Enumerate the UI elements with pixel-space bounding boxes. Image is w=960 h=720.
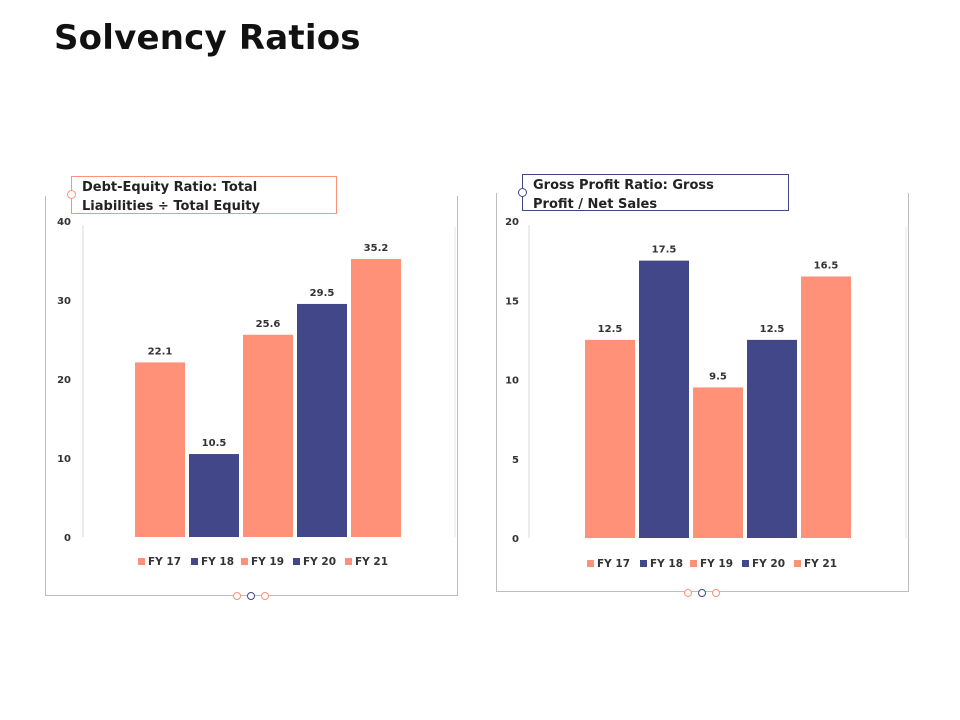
pager-dot-icon[interactable] xyxy=(712,589,720,597)
data-label: 12.5 xyxy=(598,324,623,335)
legend-swatch xyxy=(191,558,198,565)
bar-fy-21 xyxy=(801,276,851,538)
bar-fy-21 xyxy=(351,258,401,537)
pager-dots[interactable] xyxy=(233,592,269,600)
chart-caption-box: Gross Profit Ratio: Gross Profit / Net S… xyxy=(522,174,789,212)
legend-swatch xyxy=(690,560,697,567)
page-title: Solvency Ratios xyxy=(54,18,361,58)
y-tick-label: 40 xyxy=(57,217,71,228)
gross-profit-bar-chart: 0 5 10 15 20 12.5 17.5 9.5 12.5 16.5 FY 17 FY 18 FY … xyxy=(505,217,907,570)
legend-label: FY 17 xyxy=(148,556,181,568)
legend-swatch xyxy=(345,558,352,565)
chart-caption-box: Debt-Equity Ratio: Total Liabilities ÷ T… xyxy=(71,176,337,214)
y-tick-label: 30 xyxy=(57,296,71,307)
pager-dot-icon[interactable] xyxy=(684,589,692,597)
caption-circle-icon xyxy=(67,190,76,199)
chart-title-line-2: Profit / Net Sales xyxy=(533,197,658,212)
legend-swatch xyxy=(241,558,248,565)
legend-label: FY 20 xyxy=(303,556,336,568)
legend-item: FY 18 xyxy=(640,558,683,570)
pager-dot-icon[interactable] xyxy=(698,589,706,597)
legend-swatch xyxy=(293,558,300,565)
legend-label: FY 19 xyxy=(251,556,284,568)
bar-fy-19 xyxy=(693,387,743,538)
legend-label: FY 17 xyxy=(597,558,630,570)
bar-fy-20 xyxy=(747,339,797,538)
data-label: 22.1 xyxy=(148,346,173,357)
y-tick-label: 0 xyxy=(512,534,519,545)
bar-fy-20 xyxy=(297,303,347,537)
data-label: 12.5 xyxy=(760,324,785,335)
legend-swatch xyxy=(794,560,801,567)
legend-swatch xyxy=(742,560,749,567)
y-tick-label: 10 xyxy=(505,376,519,387)
legend-label: FY 18 xyxy=(201,556,234,568)
y-tick-label: 20 xyxy=(505,217,519,228)
bar-fy-17 xyxy=(585,339,635,538)
data-label: 9.5 xyxy=(709,371,727,382)
legend-item: FY 17 xyxy=(138,556,181,568)
legend-item: FY 18 xyxy=(191,556,234,568)
chart-title-line-1: Gross Profit Ratio: Gross xyxy=(533,178,714,193)
pager-dot-icon[interactable] xyxy=(261,592,269,600)
bar-fy-18 xyxy=(189,454,239,537)
bar-fy-17 xyxy=(135,362,185,537)
data-label: 29.5 xyxy=(310,288,335,299)
y-tick-label: 5 xyxy=(512,455,519,466)
legend-label: FY 20 xyxy=(752,558,785,570)
chart-title-line-2: Liabilities ÷ Total Equity xyxy=(82,199,260,214)
legend-swatch xyxy=(587,560,594,567)
legend-item: FY 19 xyxy=(690,558,733,570)
pager-dot-icon[interactable] xyxy=(247,592,255,600)
chart-title-line-1: Debt-Equity Ratio: Total xyxy=(82,180,258,195)
legend-item: FY 21 xyxy=(345,556,388,568)
legend-item: FY 21 xyxy=(794,558,837,570)
data-label: 10.5 xyxy=(202,438,227,449)
legend-swatch xyxy=(640,560,647,567)
data-label: 35.2 xyxy=(364,243,389,254)
y-tick-label: 10 xyxy=(57,454,71,465)
data-label: 17.5 xyxy=(652,245,677,256)
y-tick-label: 15 xyxy=(505,296,519,307)
bar-fy-19 xyxy=(243,334,293,537)
legend-label: FY 21 xyxy=(355,556,388,568)
legend-label: FY 21 xyxy=(804,558,837,570)
legend-item: FY 20 xyxy=(742,558,785,570)
legend-item: FY 17 xyxy=(587,558,630,570)
legend-item: FY 20 xyxy=(293,556,336,568)
pager-dots[interactable] xyxy=(684,589,720,597)
legend-label: FY 19 xyxy=(700,558,733,570)
caption-circle-icon xyxy=(518,188,527,197)
pager-dot-icon[interactable] xyxy=(233,592,241,600)
bar-fy-18 xyxy=(639,260,689,538)
legend-item: FY 19 xyxy=(241,556,284,568)
y-tick-label: 0 xyxy=(64,533,71,544)
data-label: 25.6 xyxy=(256,319,281,330)
y-tick-label: 20 xyxy=(57,375,71,386)
legend-swatch xyxy=(138,558,145,565)
debt-equity-bar-chart: 0 10 20 30 40 22.1 10.5 25.6 29.5 35.2 FY 17 FY 18 F… xyxy=(57,217,456,568)
legend-label: FY 18 xyxy=(650,558,683,570)
data-label: 16.5 xyxy=(814,260,839,271)
